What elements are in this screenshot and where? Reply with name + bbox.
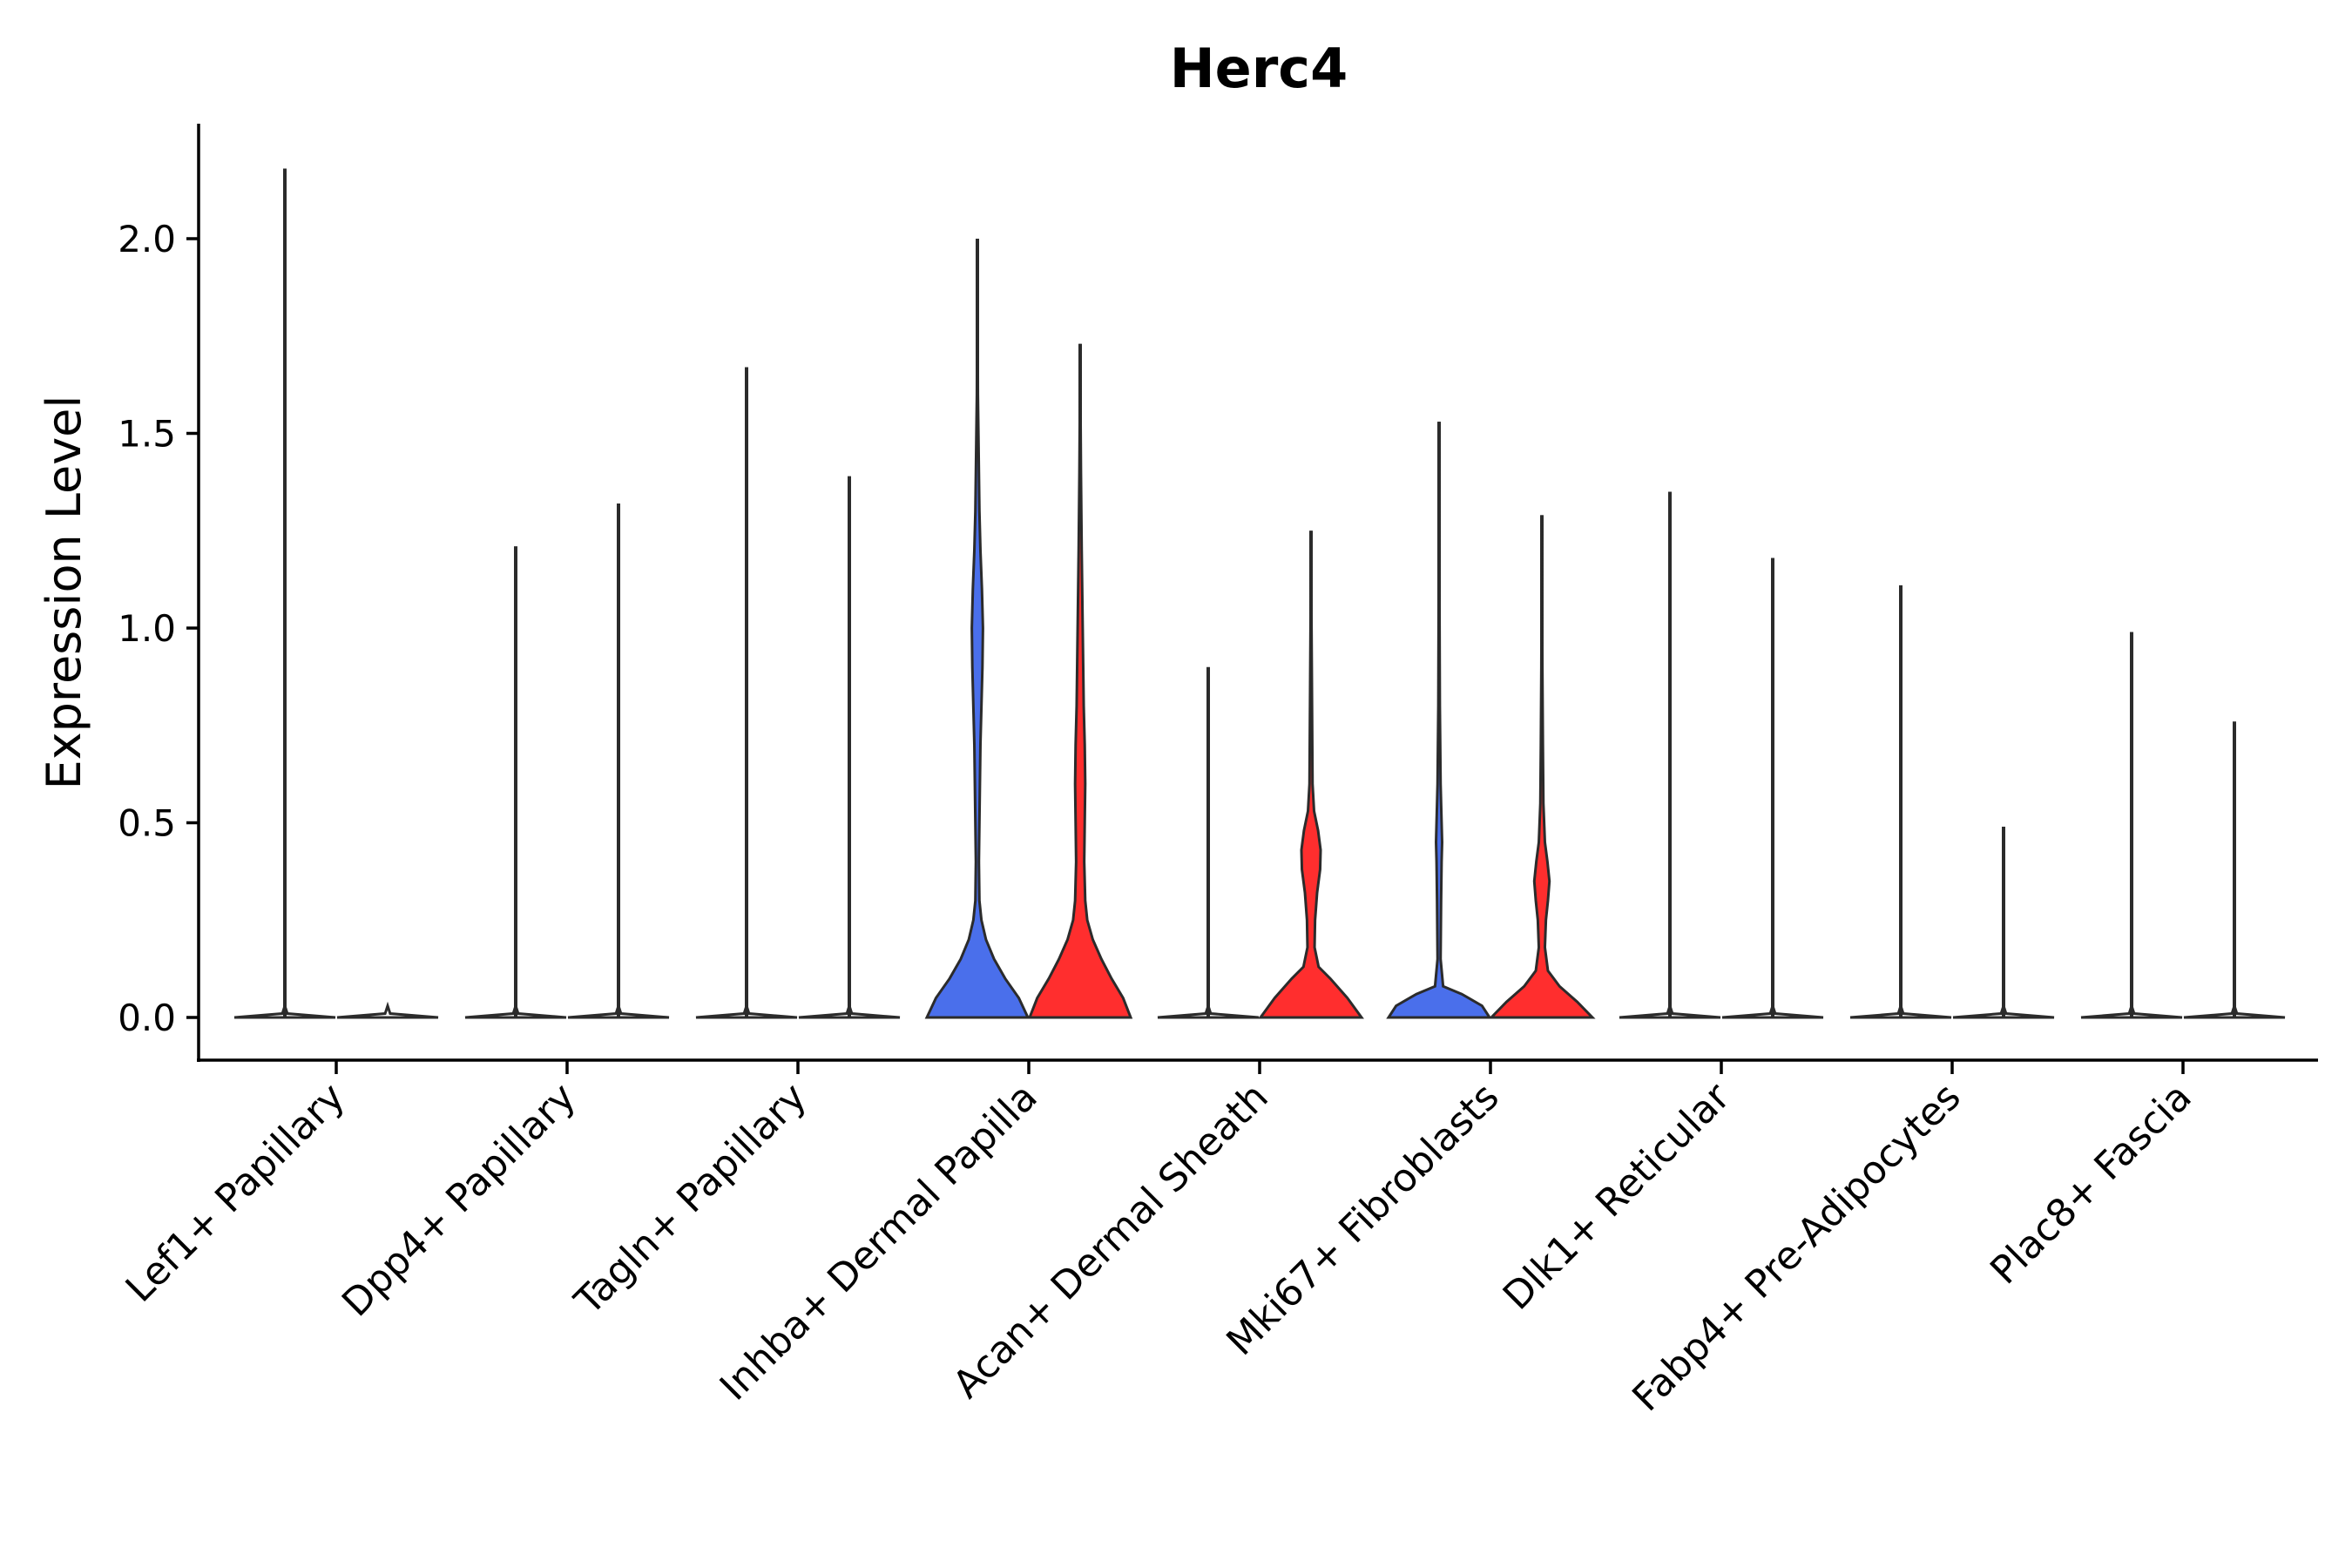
x-tick-label: Dlk1+ Reticular <box>1495 1074 1740 1319</box>
violin-body <box>1027 343 1133 1019</box>
violin-group_b-4 <box>1258 531 1364 1019</box>
violin-group_a-1 <box>464 546 567 1019</box>
x-tick-label: Tagln+ Papillary <box>566 1075 815 1324</box>
y-axis-ticks: 0.0 0.5 1.0 1.5 2.0 <box>118 218 199 1039</box>
violin-group_b-7 <box>1952 826 2055 1019</box>
violin-group_b-6 <box>1721 558 1824 1019</box>
violin-group_a-0 <box>233 168 336 1019</box>
violin-group_b-0 <box>336 1001 439 1019</box>
violin-body <box>1258 531 1364 1019</box>
violin-group_a-6 <box>1619 491 1721 1019</box>
violin-group_a-2 <box>695 367 798 1019</box>
violin-group_b-8 <box>2183 721 2286 1019</box>
violin-group_b-5 <box>1488 515 1596 1019</box>
violin-body <box>1386 422 1492 1019</box>
y-tick-label: 0.5 <box>118 802 176 845</box>
violins-layer <box>233 168 2286 1019</box>
x-tick-label: Lef1+ Papillary <box>118 1075 354 1311</box>
y-axis-label: Expression Level <box>37 395 91 790</box>
violin-group_b-1 <box>567 503 670 1019</box>
violin-group_b-3 <box>1027 343 1133 1019</box>
y-tick-label: 2.0 <box>118 218 176 260</box>
x-tick-label: Plac8+ Fascia <box>1982 1075 2200 1294</box>
violin-body <box>924 238 1031 1019</box>
violin-body <box>1488 515 1596 1019</box>
violin-group_a-3 <box>924 238 1031 1019</box>
chart-title: Herc4 <box>1170 37 1348 100</box>
violin-group_a-4 <box>1157 666 1260 1019</box>
y-tick-label: 0.0 <box>118 997 176 1039</box>
x-tick-label: Dpp4+ Papillary <box>334 1075 585 1326</box>
y-tick-label: 1.5 <box>118 413 176 456</box>
violin-group_a-8 <box>2080 632 2183 1019</box>
y-tick-label: 1.0 <box>118 607 176 650</box>
violin-group_a-5 <box>1386 422 1492 1019</box>
violin-body <box>336 1001 439 1019</box>
violin-group_b-2 <box>798 476 901 1019</box>
violin-group_a-7 <box>1849 585 1952 1019</box>
